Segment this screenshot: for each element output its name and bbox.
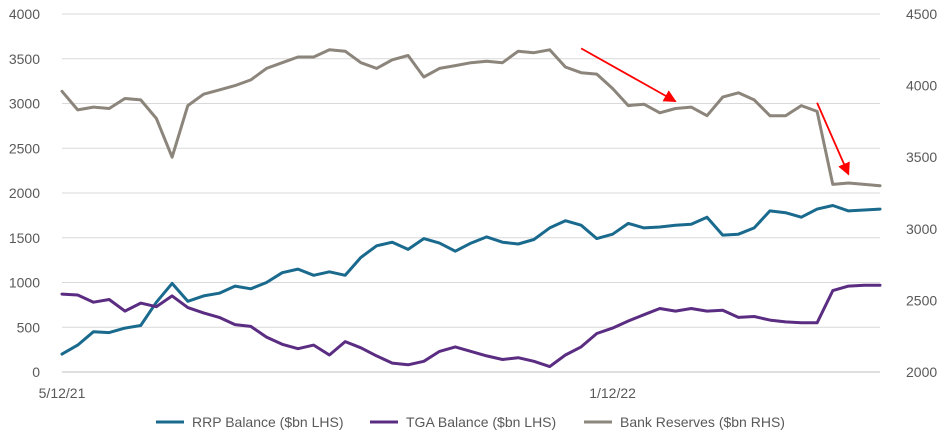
gridlines bbox=[62, 13, 880, 373]
left-tick-label: 3500 bbox=[9, 51, 40, 67]
right-tick-label: 4500 bbox=[906, 6, 937, 22]
x-tick-label: 5/12/21 bbox=[39, 385, 86, 401]
left-axis: 0 500 1000 1500 2000 2500 3000 3500 4000 bbox=[9, 6, 40, 380]
series-lines bbox=[60, 48, 882, 369]
right-tick-label: 2000 bbox=[906, 364, 937, 380]
left-tick-label: 4000 bbox=[9, 6, 40, 22]
annotations bbox=[580, 47, 850, 176]
right-tick-label: 3500 bbox=[906, 149, 937, 165]
right-tick-label: 4000 bbox=[906, 78, 937, 94]
x-axis: 5/12/21 1/12/22 bbox=[39, 371, 880, 401]
red-arrow-annotation bbox=[580, 47, 677, 103]
series-line-3 bbox=[60, 48, 882, 188]
left-tick-label: 0 bbox=[32, 364, 40, 380]
legend-label: RRP Balance ($bn LHS) bbox=[192, 414, 343, 430]
legend-label: TGA Balance ($bn LHS) bbox=[406, 414, 556, 430]
red-arrow-annotation bbox=[816, 102, 850, 176]
left-tick-label: 1500 bbox=[9, 230, 40, 246]
legend: RRP Balance ($bn LHS) TGA Balance ($bn LH… bbox=[156, 414, 785, 430]
left-tick-label: 1000 bbox=[9, 275, 40, 291]
x-tick-label: 1/12/22 bbox=[589, 385, 636, 401]
legend-label: Bank Reserves ($bn RHS) bbox=[620, 414, 785, 430]
right-axis: 2000 2500 3000 3500 4000 4500 bbox=[906, 6, 937, 380]
right-tick-label: 3000 bbox=[906, 221, 937, 237]
left-tick-label: 500 bbox=[17, 319, 41, 335]
right-tick-label: 2500 bbox=[906, 292, 937, 308]
series-line-1 bbox=[60, 204, 882, 356]
left-tick-label: 2500 bbox=[9, 140, 40, 156]
series-line-2 bbox=[60, 283, 882, 369]
left-tick-label: 2000 bbox=[9, 185, 40, 201]
left-tick-label: 3000 bbox=[9, 96, 40, 112]
